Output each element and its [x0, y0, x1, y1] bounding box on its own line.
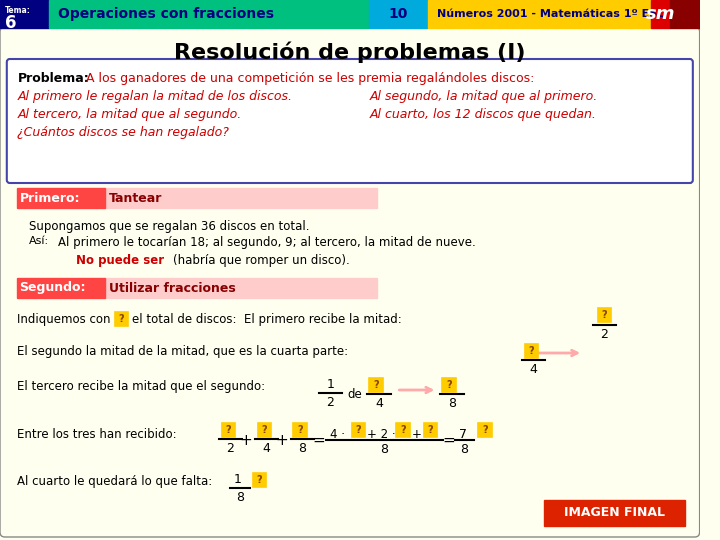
Text: ?: ?: [373, 380, 379, 390]
Bar: [525, 344, 539, 358]
Text: el total de discos:  El primero recibe la mitad:: el total de discos: El primero recibe la…: [132, 313, 402, 326]
Text: A los ganadores de una competición se les premia regalándoles discos:: A los ganadores de una competición se le…: [86, 72, 534, 85]
Text: ?: ?: [119, 314, 125, 324]
Text: 4 ·: 4 ·: [330, 428, 346, 441]
Text: Utilizar fracciones: Utilizar fracciones: [109, 281, 235, 294]
Bar: [222, 423, 235, 437]
Text: 4: 4: [375, 397, 383, 410]
Text: ?: ?: [528, 346, 534, 356]
Bar: [442, 378, 456, 392]
Bar: [17, 278, 105, 298]
Text: 1: 1: [326, 378, 334, 391]
Text: ?: ?: [225, 425, 231, 435]
Bar: [48, 0, 369, 28]
Text: Tantear: Tantear: [109, 192, 162, 205]
Text: ?: ?: [356, 425, 361, 435]
Text: El tercero recibe la mitad que el segundo:: El tercero recibe la mitad que el segund…: [17, 380, 266, 393]
Text: 8: 8: [380, 443, 388, 456]
Text: ?: ?: [602, 310, 607, 320]
Bar: [598, 308, 611, 322]
Text: 7: 7: [459, 428, 467, 441]
Text: + 2 ·: + 2 ·: [367, 428, 396, 441]
Text: Al primero le tocarían 18; al segundo, 9; al tercero, la mitad de nueve.: Al primero le tocarían 18; al segundo, 9…: [58, 236, 476, 249]
Text: +: +: [276, 433, 288, 448]
Text: (habría que romper un disco).: (habría que romper un disco).: [173, 254, 350, 267]
Text: IMAGEN FINAL: IMAGEN FINAL: [564, 507, 665, 519]
Bar: [105, 278, 377, 298]
Text: 8: 8: [448, 397, 456, 410]
FancyBboxPatch shape: [6, 59, 693, 183]
Text: 2: 2: [226, 442, 234, 455]
Text: +: +: [412, 428, 422, 441]
Text: ?: ?: [261, 425, 267, 435]
Text: ¿Cuántos discos se han regalado?: ¿Cuántos discos se han regalado?: [17, 126, 230, 139]
Text: =: =: [443, 433, 455, 448]
Text: 8: 8: [298, 442, 306, 455]
Bar: [105, 188, 377, 208]
Text: Segundo:: Segundo:: [19, 281, 86, 294]
Bar: [478, 423, 492, 437]
Text: sm: sm: [646, 5, 675, 23]
Text: 2: 2: [326, 396, 334, 409]
Bar: [423, 423, 437, 437]
Text: 6: 6: [5, 14, 17, 32]
Bar: [253, 473, 266, 487]
Bar: [352, 423, 365, 437]
Text: Tema:: Tema:: [5, 6, 31, 15]
Text: 8: 8: [461, 443, 469, 456]
Text: 4: 4: [529, 363, 537, 376]
Text: ?: ?: [400, 425, 406, 435]
Text: ?: ?: [428, 425, 433, 435]
Text: ?: ?: [482, 425, 487, 435]
Text: Primero:: Primero:: [19, 192, 80, 205]
Text: Indiquemos con: Indiquemos con: [17, 313, 111, 326]
Bar: [369, 0, 428, 28]
Text: 10: 10: [389, 7, 408, 21]
Text: 1: 1: [234, 473, 242, 486]
Text: Así:: Así:: [29, 236, 49, 246]
Text: ?: ?: [446, 380, 451, 390]
Bar: [294, 423, 307, 437]
Bar: [544, 500, 685, 526]
Text: Números 2001 - Matemáticas 1º ESO: Números 2001 - Matemáticas 1º ESO: [437, 9, 667, 19]
Text: ?: ?: [297, 425, 303, 435]
Text: El segundo la mitad de la mitad, que es la cuarta parte:: El segundo la mitad de la mitad, que es …: [17, 345, 348, 358]
Text: Problema:: Problema:: [17, 72, 89, 85]
Text: =: =: [312, 433, 325, 448]
Text: Al cuarto le quedará lo que falta:: Al cuarto le quedará lo que falta:: [17, 475, 212, 488]
Bar: [651, 0, 670, 28]
Text: +: +: [240, 433, 252, 448]
Text: Operaciones con fracciones: Operaciones con fracciones: [58, 7, 274, 21]
Text: 8: 8: [236, 491, 244, 504]
Bar: [17, 188, 105, 208]
Text: Al tercero, la mitad que al segundo.: Al tercero, la mitad que al segundo.: [17, 108, 242, 121]
Text: Entre los tres han recibido:: Entre los tres han recibido:: [17, 428, 177, 441]
Text: Supongamos que se regalan 36 discos en total.: Supongamos que se regalan 36 discos en t…: [29, 220, 310, 233]
Bar: [670, 0, 700, 28]
Text: de: de: [347, 388, 361, 401]
Text: Al segundo, la mitad que al primero.: Al segundo, la mitad que al primero.: [369, 90, 598, 103]
Text: ?: ?: [256, 475, 262, 485]
Bar: [369, 378, 383, 392]
Bar: [114, 312, 128, 326]
Text: 2: 2: [600, 328, 608, 341]
Text: Al cuarto, los 12 discos que quedan.: Al cuarto, los 12 discos que quedan.: [369, 108, 596, 121]
Bar: [0, 0, 48, 28]
Text: Al primero le regalan la mitad de los discos.: Al primero le regalan la mitad de los di…: [17, 90, 292, 103]
Bar: [258, 423, 271, 437]
Text: Resolución de problemas (I): Resolución de problemas (I): [174, 41, 526, 63]
Bar: [428, 0, 651, 28]
Bar: [397, 423, 410, 437]
Text: 4: 4: [262, 442, 270, 455]
Text: No puede ser: No puede ser: [76, 254, 164, 267]
